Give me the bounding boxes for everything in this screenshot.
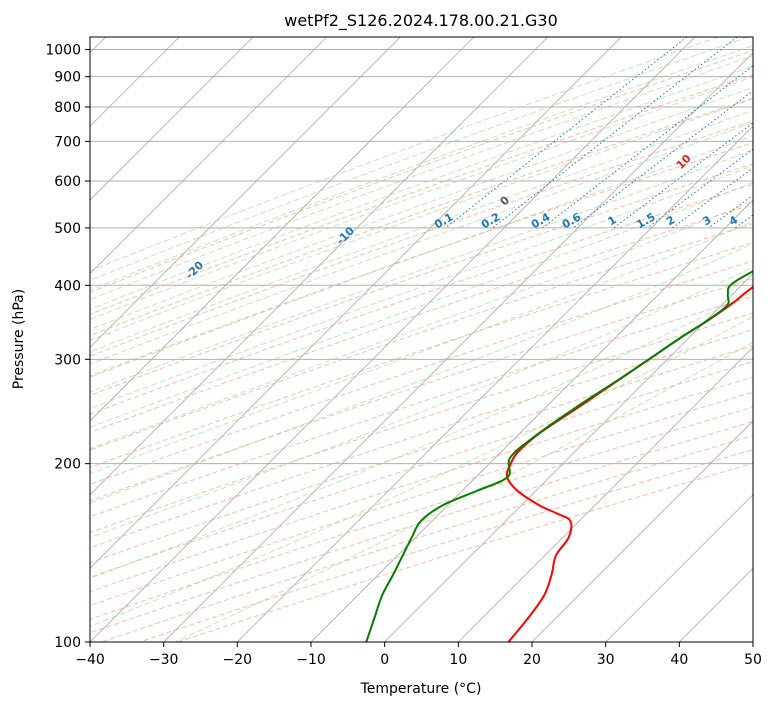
isotherm-line (90, 37, 401, 348)
dry-adiabats (90, 50, 753, 642)
isobar-grid (90, 49, 753, 642)
mixing-ratio-line (734, 214, 753, 229)
y-tick-label: 700 (54, 134, 81, 150)
x-axis-label: Temperature (°C) (360, 681, 482, 697)
dry-adiabat-line (90, 295, 753, 518)
chart-title: wetPf2_S126.2024.178.00.21.G30 (284, 11, 558, 31)
dry-adiabat-line (90, 376, 753, 593)
mixing-ratio-line (492, 37, 738, 229)
x-tick-label: −40 (75, 652, 105, 668)
isopleth-labels: 0.10.20.40.611.52346810131620253036-100-… (43, 152, 775, 314)
isotherm-line (458, 346, 753, 642)
dry-adiabat-line (90, 278, 753, 502)
moist-adiabat-line (90, 266, 753, 539)
x-tick-label: 0 (380, 652, 389, 668)
dry-adiabat-line (90, 163, 753, 396)
mixing-ratio-line (542, 65, 753, 229)
y-tick-label: 800 (54, 100, 81, 116)
x-tick-label: 40 (670, 652, 688, 668)
moist-adiabat-line (90, 316, 753, 627)
moist-adiabat-line (90, 76, 753, 320)
mixing-ratio-label: 2 (664, 213, 677, 228)
moist-adiabat-line (90, 149, 753, 393)
dry-adiabat-line (90, 223, 753, 451)
y-tick-label: 400 (54, 278, 81, 294)
dry-adiabat-line (90, 97, 753, 337)
dry-adiabat-line (101, 435, 753, 642)
isotherm-line (310, 199, 753, 642)
dry-adiabat-line (90, 391, 753, 607)
moist-adiabat-line (90, 164, 753, 410)
y-tick-label: 500 (54, 221, 81, 237)
x-tick-label: 50 (744, 652, 762, 668)
dry-adiabat-line (90, 345, 753, 564)
y-axis-label: Pressure (hPa) (11, 289, 27, 389)
mixing-ratio-label: 4 (727, 213, 740, 228)
moist-adiabat-line (90, 37, 719, 272)
dry-adiabat-line (90, 329, 753, 549)
dry-adiabat-line (177, 462, 753, 642)
isotherm-line (90, 37, 696, 642)
x-tick-label: −30 (149, 652, 179, 668)
x-tick-label: −10 (296, 652, 326, 668)
isotherm-line (90, 37, 475, 422)
isotherm-line (163, 52, 753, 642)
isotherm-line (237, 125, 753, 642)
mixing-ratio-label: 6 (766, 213, 775, 228)
moist-adiabat-line (90, 181, 753, 428)
isotherm-line (752, 641, 753, 642)
dry-adiabat-line (90, 142, 753, 377)
dry-adiabat-label: 10 (674, 152, 694, 172)
y-tick-label: 600 (54, 174, 81, 190)
y-tick-label: 100 (54, 635, 81, 651)
y-tick-label: 200 (54, 457, 81, 473)
isotherm-grid (90, 37, 753, 642)
isotherm-line (531, 420, 753, 642)
dry-adiabat-line (90, 361, 753, 578)
isotherm-line (679, 567, 753, 642)
plot-frame (89, 36, 754, 643)
dry-adiabat-line (90, 312, 753, 534)
isotherm-line (90, 37, 622, 569)
dewpoint-line (365, 270, 753, 642)
x-tick-label: −20 (223, 652, 253, 668)
dry-adiabat-line (90, 260, 753, 485)
y-tick-label: 900 (54, 70, 81, 86)
plot-area: 0.10.20.40.611.52346810131620253036-100-… (43, 37, 775, 642)
y-axis-ticks: 100 200 300 400 500 600 700 800 900 1000 (45, 43, 90, 651)
y-tick-label: 1000 (45, 43, 81, 59)
mixing-ratio-label: 1 (606, 213, 619, 228)
moist-adiabat-line (90, 65, 753, 310)
x-tick-label: 30 (597, 652, 615, 668)
dry-adiabat-line (90, 241, 753, 469)
moist-adiabat-line (90, 55, 753, 301)
moist-adiabats (90, 37, 753, 642)
mixing-ratio-lines (445, 37, 753, 229)
dry-adiabat-label: -30 (43, 291, 66, 314)
isotherm-line (384, 273, 753, 642)
moist-adiabat-line (90, 200, 753, 450)
moist-adiabat-line (90, 220, 753, 475)
y-tick-label: 300 (54, 352, 81, 368)
mixing-ratio-line (672, 167, 753, 229)
moist-adiabat-line (90, 44, 753, 291)
moist-adiabat-line (90, 109, 753, 353)
x-tick-label: 10 (449, 652, 467, 668)
moist-adiabat-line (90, 98, 753, 341)
isotherm-line (90, 37, 548, 496)
isotherm-line (90, 37, 254, 201)
x-axis-ticks: −40 −30 −20 −10 0 10 20 30 40 50 (75, 642, 762, 668)
isotherm-line (90, 37, 327, 275)
moist-adiabat-line (90, 86, 753, 331)
x-tick-label: 20 (523, 652, 541, 668)
dry-adiabat-line (90, 50, 753, 293)
mixing-ratio-line (572, 90, 753, 229)
sounding-series (365, 270, 753, 642)
isotherm-line (605, 494, 753, 642)
moist-adiabat-line (90, 37, 749, 281)
